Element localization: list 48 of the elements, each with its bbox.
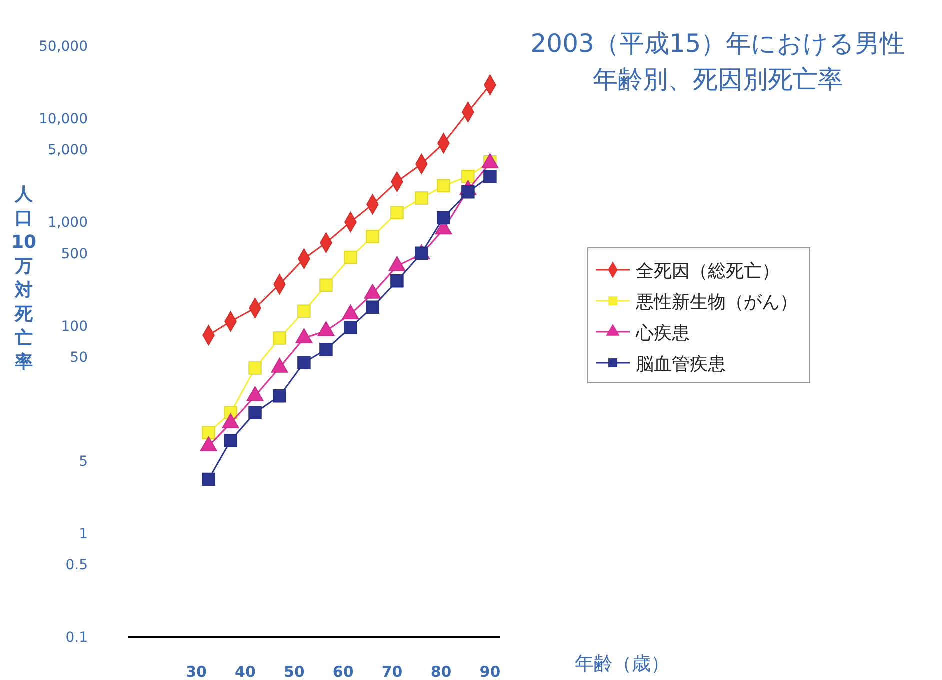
y-tick-label: 10,000 [39, 111, 88, 128]
x-tick-label: 60 [332, 663, 354, 680]
y-tick-label: 50,000 [39, 39, 88, 55]
point [273, 390, 286, 403]
point [437, 211, 450, 225]
point [415, 192, 428, 205]
y-axis-title: 人口10万対死亡率 [11, 184, 37, 373]
x-tick-label: 80 [430, 663, 452, 680]
y-tick-label: 50 [70, 350, 88, 366]
x-tick-label: 50 [284, 663, 305, 680]
y-tick-label: 0.1 [66, 630, 88, 646]
point [462, 170, 475, 184]
point [390, 274, 404, 288]
y-tick-label: 500 [61, 246, 88, 262]
legend-label: 心疾患 [635, 323, 690, 344]
x-tick-label: 70 [382, 663, 403, 680]
y-tick-label: 100 [61, 318, 88, 335]
x-tick-label: 30 [186, 663, 207, 680]
y-tick-label: 1,000 [48, 215, 88, 232]
legend-label: 脳血管疾患 [636, 354, 726, 375]
point [202, 426, 216, 440]
point [248, 362, 262, 375]
y-tick-label: 5,000 [48, 142, 88, 159]
x-axis-title: 年齢（歳） [575, 653, 670, 675]
y-tick-label: 0.5 [66, 558, 88, 574]
point [224, 434, 238, 448]
point [390, 206, 404, 220]
point [248, 406, 262, 420]
point [273, 332, 286, 345]
text: 2003（平成15）年における男性 [530, 29, 906, 58]
point [366, 230, 380, 244]
x-tick-label: 90 [480, 663, 501, 680]
y-tick-label: 1 [79, 526, 88, 542]
point [344, 250, 358, 264]
point [298, 356, 311, 370]
point [484, 170, 497, 184]
text: 年齢別、死因別死亡率 [593, 65, 843, 94]
legend-label: 全死因（総死亡） [636, 261, 780, 282]
point [437, 179, 450, 192]
point [202, 472, 216, 486]
x-tick-label: 40 [235, 663, 256, 680]
point [344, 321, 358, 334]
y-tick-label: 5 [79, 454, 88, 470]
point [366, 300, 380, 314]
point [320, 343, 333, 356]
legend-label: 悪性新生物（がん） [635, 292, 798, 313]
point [320, 278, 333, 292]
point [298, 304, 311, 318]
